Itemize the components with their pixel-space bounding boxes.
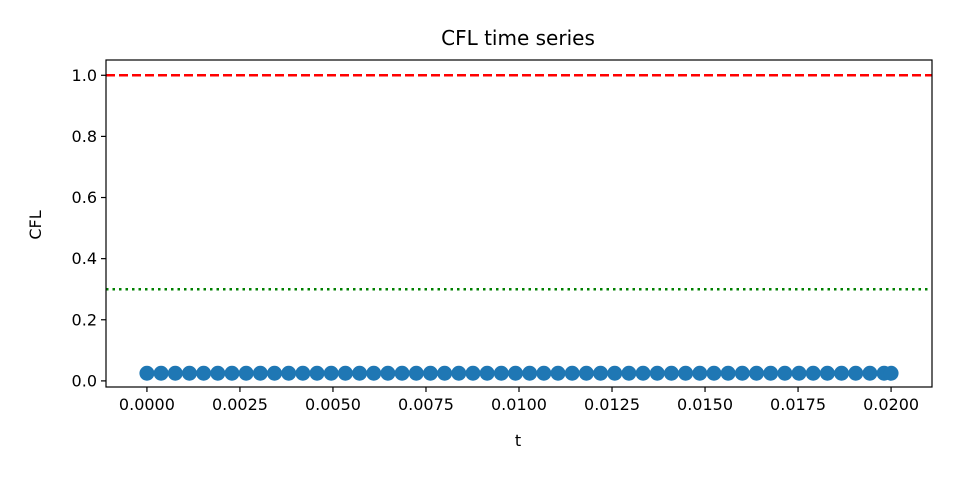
data-point	[564, 365, 580, 381]
y-tick-label: 0.8	[72, 127, 97, 146]
data-point	[224, 365, 240, 381]
data-series-0	[139, 365, 899, 381]
data-point	[862, 365, 878, 381]
data-point	[550, 365, 566, 381]
x-axis-label: t	[515, 431, 521, 450]
data-point	[422, 365, 438, 381]
data-point	[805, 365, 821, 381]
data-point	[593, 365, 609, 381]
data-point	[734, 365, 750, 381]
data-point	[578, 365, 594, 381]
data-point	[366, 365, 382, 381]
data-point	[323, 365, 339, 381]
data-point	[678, 365, 694, 381]
chart-title: CFL time series	[441, 26, 595, 50]
data-point	[720, 365, 736, 381]
data-point	[295, 365, 311, 381]
data-point	[791, 365, 807, 381]
plot-area: 0.0000 0.0025 0.0050 0.0075 0.0100 0.0125 0.01…	[72, 59, 933, 414]
data-point	[663, 365, 679, 381]
data-point	[706, 365, 722, 381]
data-point	[536, 365, 552, 381]
data-point	[883, 365, 899, 381]
data-point	[437, 365, 453, 381]
y-tick-label: 0.0	[72, 371, 97, 390]
y-axis-label: CFL	[26, 210, 45, 239]
x-tick-label: 0.0075	[398, 395, 454, 414]
data-point	[267, 365, 283, 381]
data-point	[748, 365, 764, 381]
x-tick-label: 0.0050	[305, 395, 361, 414]
x-tick-label: 0.0125	[584, 395, 640, 414]
data-point	[196, 365, 212, 381]
y-tick-label: 0.2	[72, 310, 97, 329]
data-point	[380, 365, 396, 381]
data-point	[834, 365, 850, 381]
data-point	[238, 365, 254, 381]
data-point	[139, 365, 155, 381]
data-point	[153, 365, 169, 381]
data-point	[181, 365, 197, 381]
data-point	[692, 365, 708, 381]
data-point	[479, 365, 495, 381]
data-point	[352, 365, 368, 381]
data-point	[763, 365, 779, 381]
y-tick-label: 0.6	[72, 188, 97, 207]
x-tick-label: 0.0175	[770, 395, 826, 414]
data-point	[848, 365, 864, 381]
y-tick-label: 0.4	[72, 249, 97, 268]
data-point	[394, 365, 410, 381]
data-point	[337, 365, 353, 381]
data-point	[493, 365, 509, 381]
data-point	[649, 365, 665, 381]
x-tick-label: 0.0000	[119, 395, 175, 414]
data-point	[465, 365, 481, 381]
data-point	[167, 365, 183, 381]
data-point	[508, 365, 524, 381]
y-tick-label: 1.0	[72, 66, 97, 85]
data-point	[451, 365, 467, 381]
data-point	[819, 365, 835, 381]
data-point	[621, 365, 637, 381]
data-point	[281, 365, 297, 381]
data-point	[777, 365, 793, 381]
data-point	[522, 365, 538, 381]
x-tick-label: 0.0150	[677, 395, 733, 414]
data-point	[309, 365, 325, 381]
data-point	[252, 365, 268, 381]
data-point	[607, 365, 623, 381]
data-point	[210, 365, 226, 381]
data-point	[635, 365, 651, 381]
x-tick-label: 0.0025	[212, 395, 268, 414]
x-tick-label: 0.0200	[863, 395, 919, 414]
x-tick-label: 0.0100	[491, 395, 547, 414]
data-point	[408, 365, 424, 381]
